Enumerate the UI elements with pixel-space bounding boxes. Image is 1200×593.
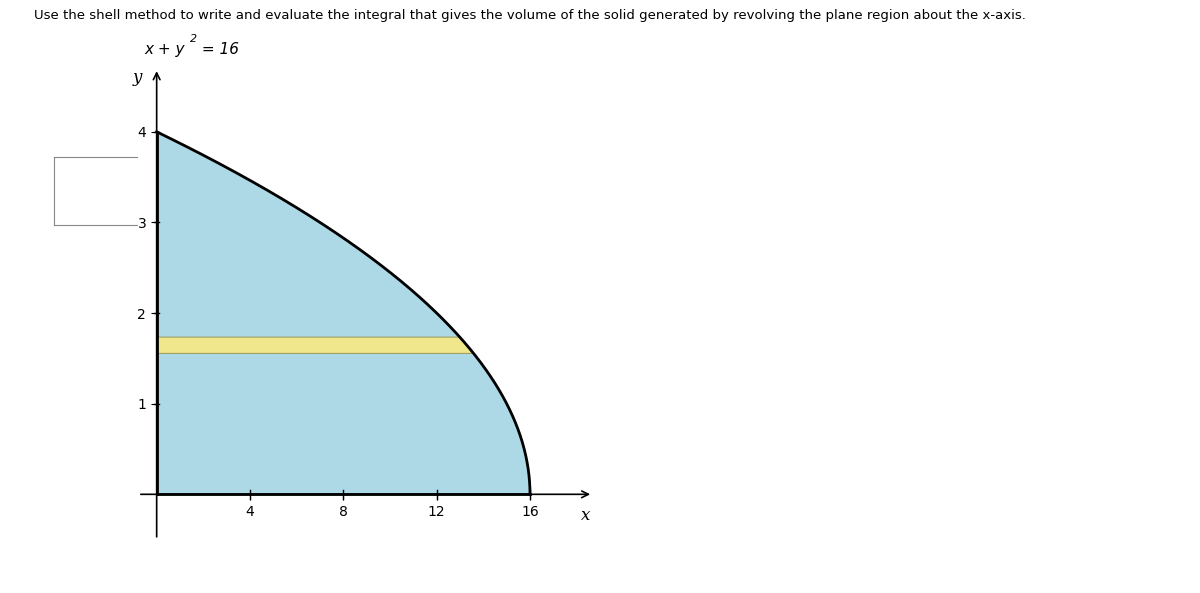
Text: Use the shell method to write and evaluate the integral that gives the volume of: Use the shell method to write and evalua… xyxy=(34,9,1026,22)
Text: = 16: = 16 xyxy=(197,42,239,56)
Text: x: x xyxy=(581,506,590,524)
Text: 2: 2 xyxy=(190,34,197,44)
Text: x + y: x + y xyxy=(144,42,185,56)
Text: y: y xyxy=(132,69,142,86)
